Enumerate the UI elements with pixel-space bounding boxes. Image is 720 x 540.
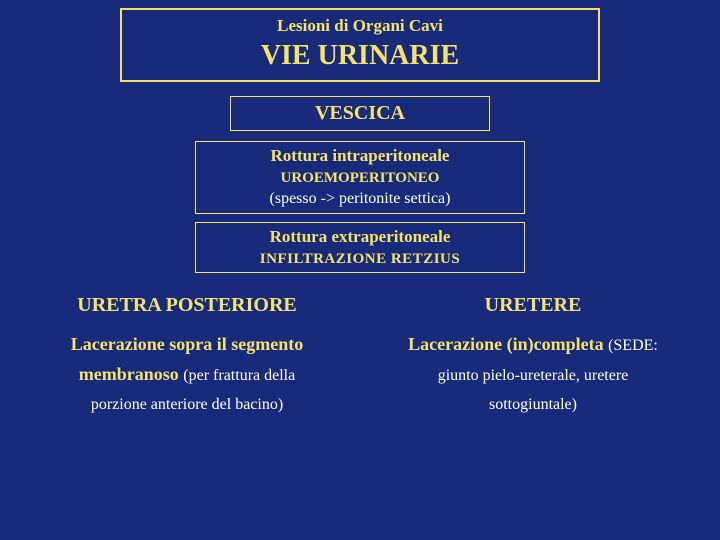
page-title: VIE URINARIE: [132, 40, 588, 72]
column-uretra: URETRA POSTERIORE Lacerazione sopra il s…: [24, 289, 350, 419]
uretere-rest-1: (SEDE:: [608, 337, 658, 354]
columns: URETRA POSTERIORE Lacerazione sopra il s…: [20, 289, 700, 419]
intra-line2: UROEMOPERITONEO: [204, 168, 516, 188]
box-vescica: VESCICA: [230, 96, 490, 131]
uretra-body: Lacerazione sopra il segmento membranoso…: [24, 330, 350, 419]
uretra-header: URETRA POSTERIORE: [24, 289, 350, 322]
extra-line2: INFILTRAZIONE RETZIUS: [204, 249, 516, 269]
uretra-bold-2: membranoso: [79, 364, 179, 384]
uretere-header: URETERE: [370, 289, 696, 322]
uretra-small-2: porzione anteriore del bacino): [91, 396, 283, 413]
supertitle: Lesioni di Organi Cavi: [132, 16, 588, 36]
uretere-rest-2: giunto pielo-ureterale, uretere: [438, 367, 629, 384]
slide: Lesioni di Organi Cavi VIE URINARIE VESC…: [0, 0, 720, 540]
column-uretere: URETERE Lacerazione (in)completa (SEDE: …: [370, 289, 696, 419]
box-intraperitoneale: Rottura intraperitoneale UROEMOPERITONEO…: [195, 141, 525, 214]
intra-line3: (spesso -> peritonite settica): [204, 188, 516, 210]
vescica-label: VESCICA: [315, 102, 405, 124]
extra-line1: Rottura extraperitoneale: [204, 226, 516, 249]
uretere-rest-3: sottogiuntale): [489, 396, 577, 413]
uretra-small-1: (per frattura della: [183, 367, 295, 384]
uretra-bold-1: Lacerazione sopra il segmento: [71, 334, 303, 354]
uretere-bold: Lacerazione (in)completa: [408, 334, 603, 354]
title-box: Lesioni di Organi Cavi VIE URINARIE: [120, 8, 600, 82]
uretere-body: Lacerazione (in)completa (SEDE: giunto p…: [370, 330, 696, 419]
intra-line1: Rottura intraperitoneale: [204, 145, 516, 168]
box-extraperitoneale: Rottura extraperitoneale INFILTRAZIONE R…: [195, 222, 525, 273]
